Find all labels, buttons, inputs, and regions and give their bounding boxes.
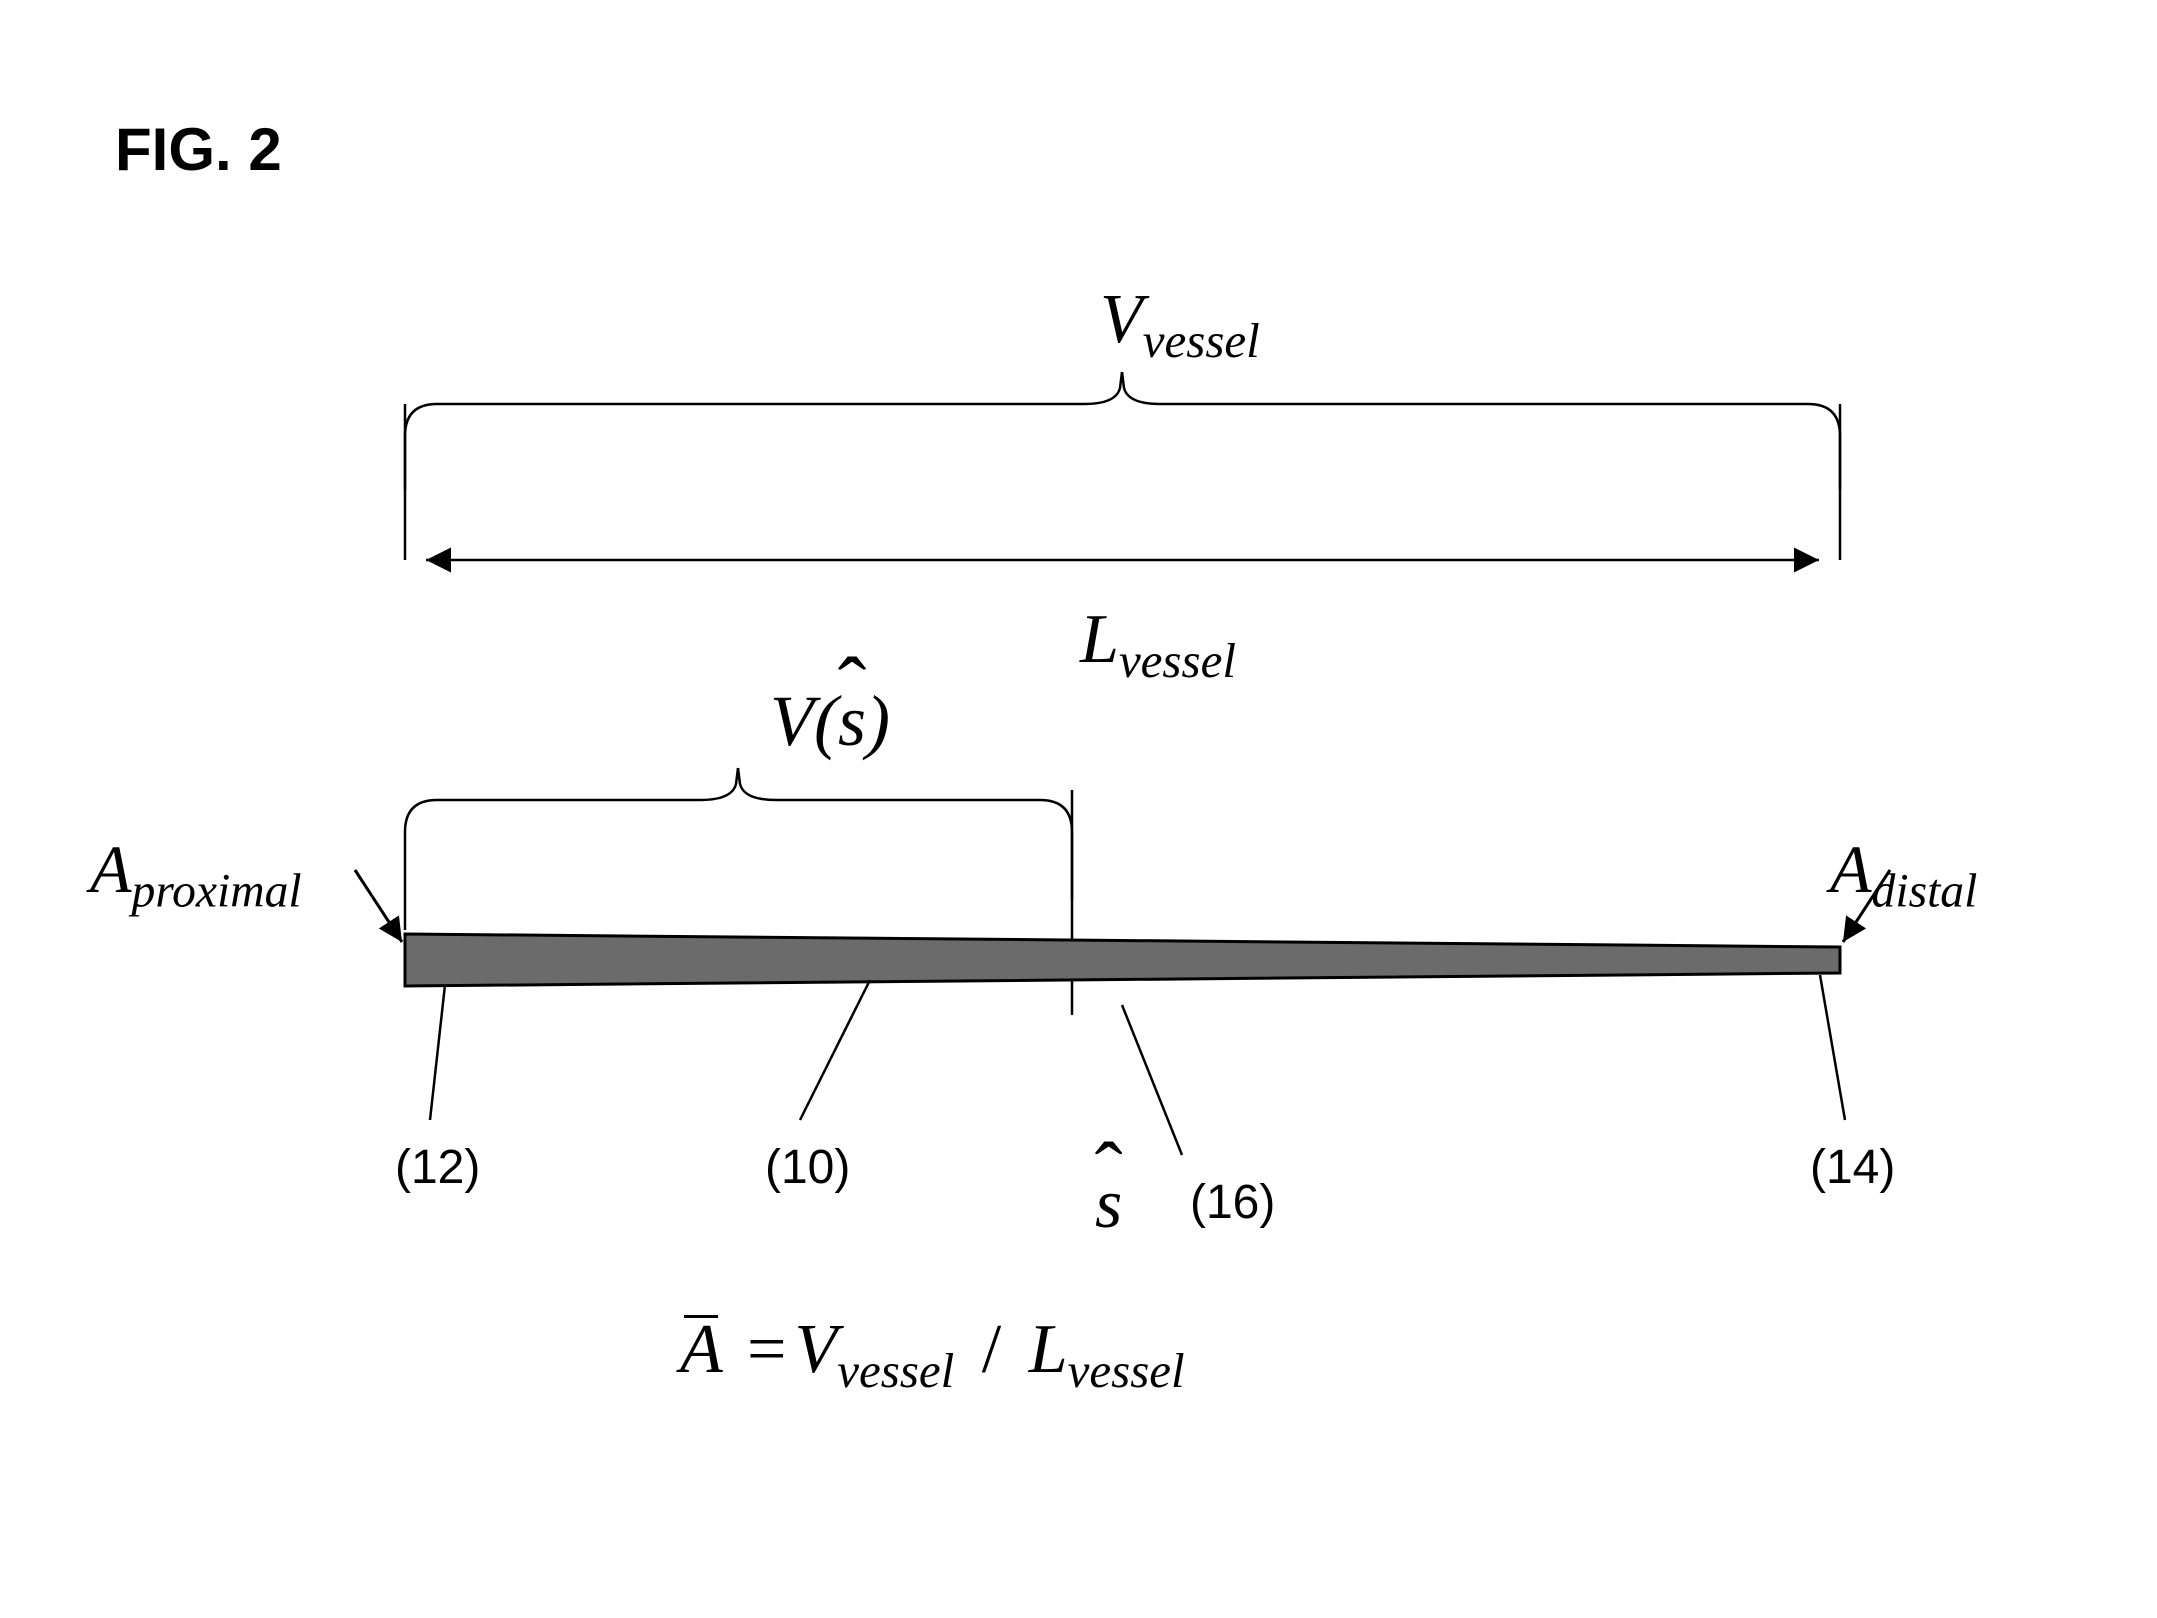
vessel-shape [405,934,1840,986]
brace-v-s [405,768,1072,930]
ref-12: (12) [395,1140,480,1195]
brace-v-vessel [405,372,1840,490]
ref-14: (14) [1810,1140,1895,1195]
ref-10: (10) [765,1140,850,1195]
label-a-proximal: Aproximal [90,830,302,919]
ref-16: (16) [1190,1175,1275,1230]
label-l-vessel: Lvessel [1080,600,1236,689]
label-s-hat: s [1095,1165,1122,1245]
leader-ref-16 [1122,1005,1182,1155]
dimension-l-vessel [405,404,1840,560]
label-v-s: V(s) [770,680,890,763]
equation: A =Vvessel / Lvessel [680,1310,1185,1399]
leader-ref-12 [430,985,445,1120]
figure-container: FIG. 2 Vvessel Lvessel V(s) Aproximal Ad… [0,0,2157,1618]
label-a-distal: Adistal [1830,830,1977,919]
label-v-vessel: Vvessel [1100,280,1260,369]
figure-number: FIG. 2 [115,115,282,184]
leader-ref-10 [800,980,870,1120]
leader-ref-14 [1820,975,1845,1120]
leader-a-proximal [355,870,402,942]
